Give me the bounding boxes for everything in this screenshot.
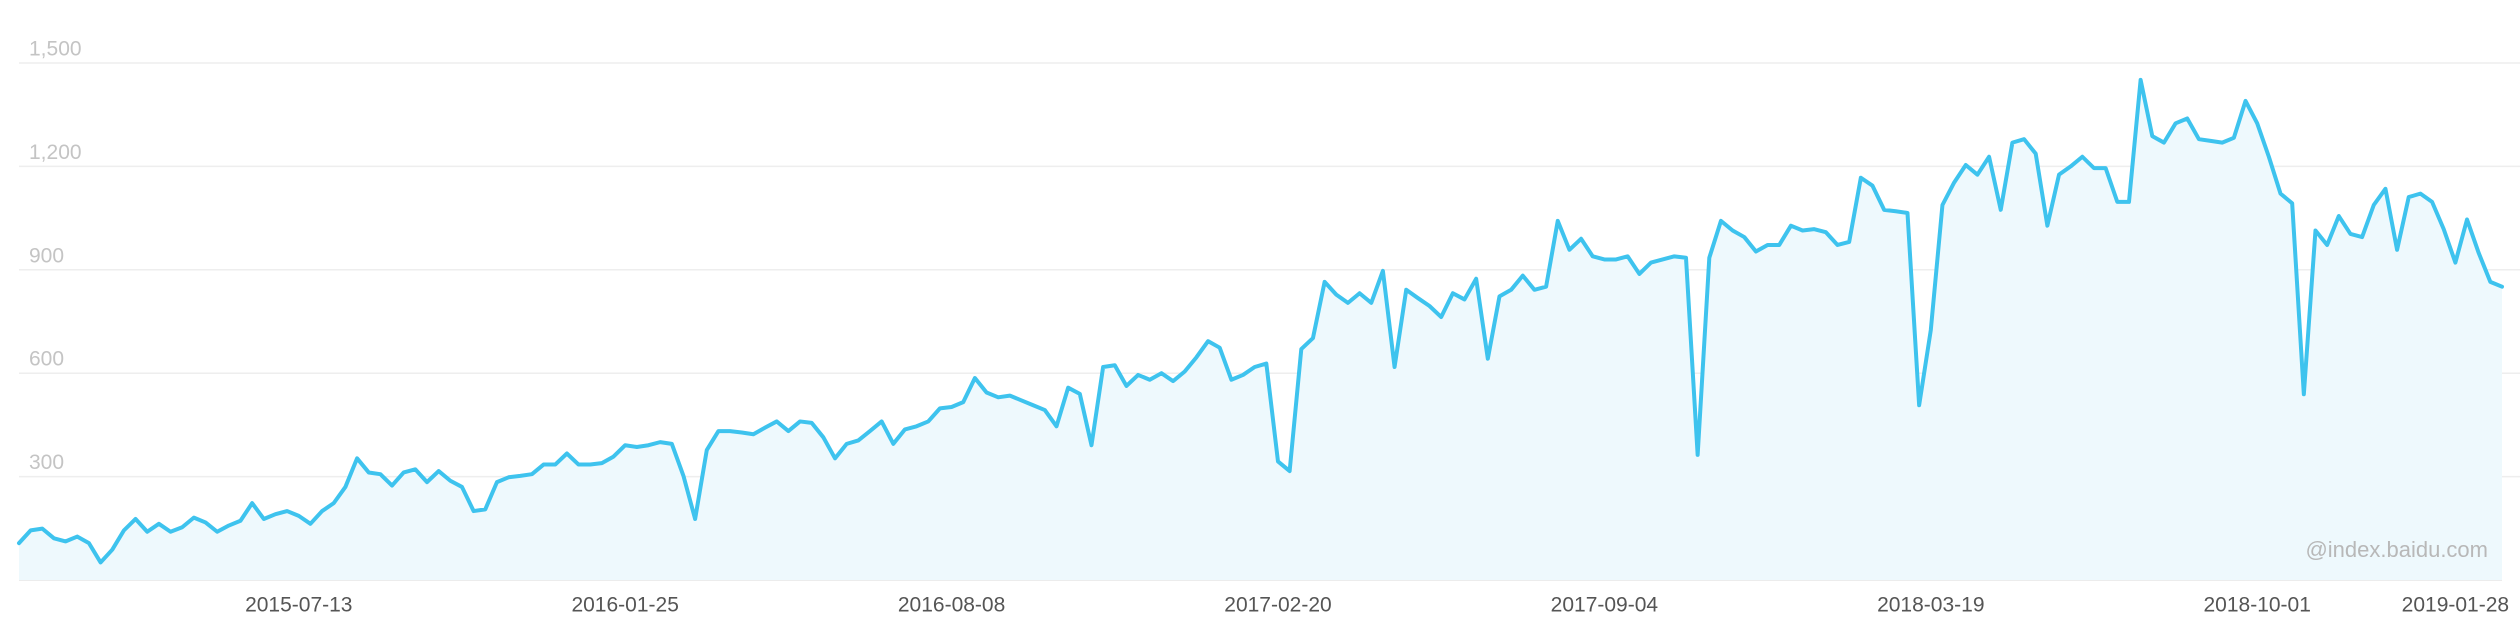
y-tick-label: 1,200 [29,141,82,164]
x-tick-label: 2019-01-28 [2402,594,2509,617]
y-tick-label: 300 [29,451,64,474]
y-tick-label: 600 [29,348,64,371]
line [17,77,2504,565]
y-tick-label: 900 [29,244,64,267]
x-tick-label: 2018-03-19 [1877,594,1984,617]
x-tick-label: 2016-01-25 [571,594,678,617]
x-tick-label: 2016-08-08 [898,594,1005,617]
area [19,79,2502,580]
x-tick-label: 2017-02-20 [1224,594,1331,617]
x-tick-label: 2018-10-01 [2203,594,2310,617]
x-tick-label: 2015-07-13 [245,594,352,617]
x-tick-label: 2017-09-04 [1551,594,1659,617]
y-tick-label: 1,500 [29,38,82,61]
watermark: @index.baidu.com [2305,537,2488,562]
